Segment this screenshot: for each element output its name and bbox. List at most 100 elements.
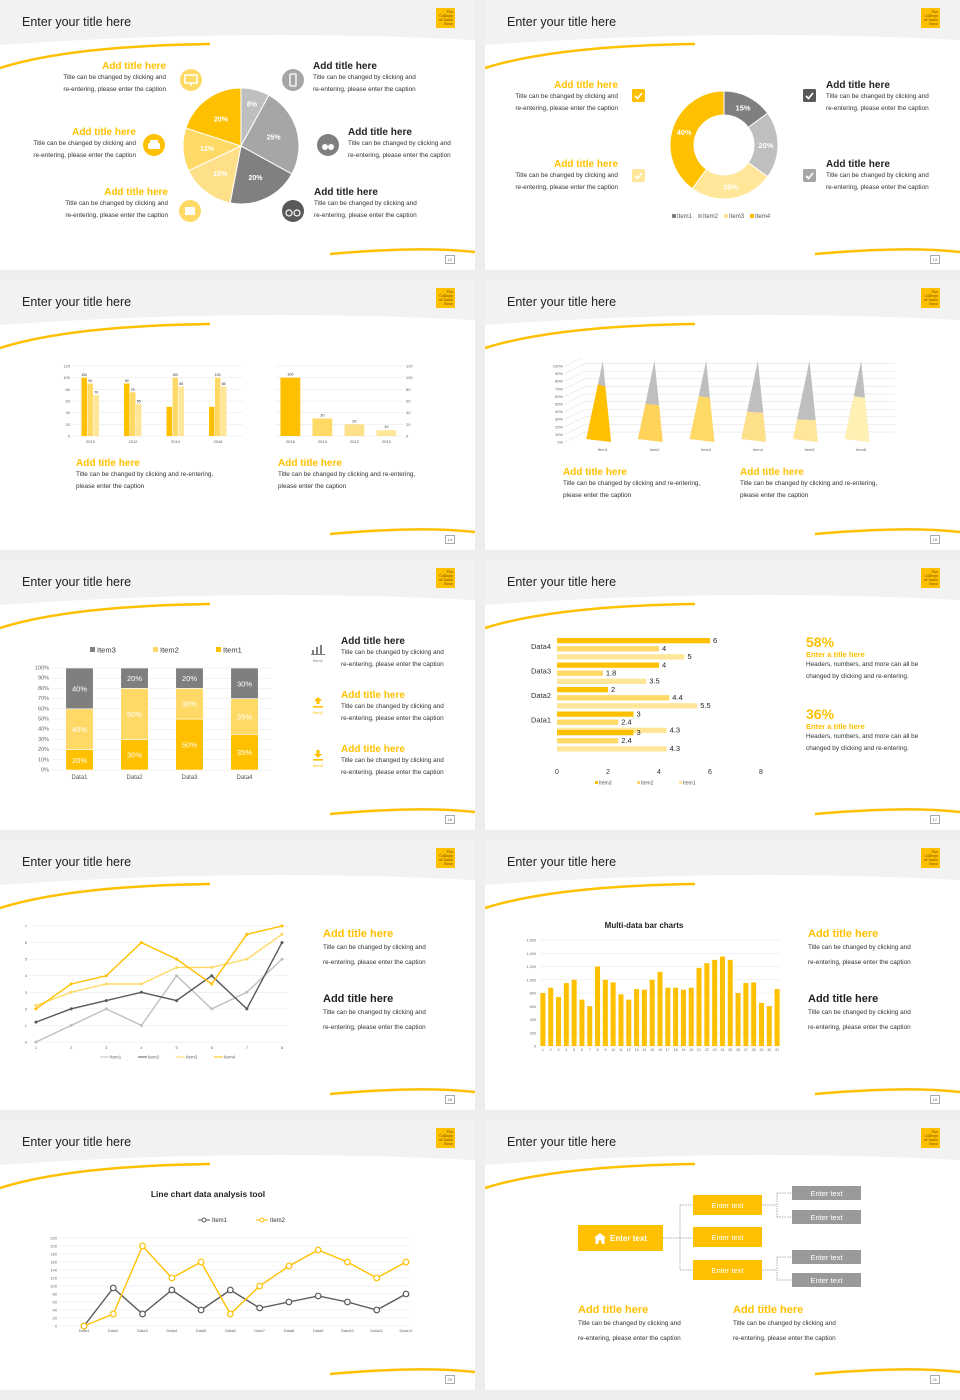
hbar-value-label: 4	[662, 661, 666, 670]
pie-slice	[229, 145, 293, 205]
text-block: Add title here Title can be changed by cl…	[65, 187, 168, 219]
college-logo: The College of Saint Rose	[921, 568, 940, 588]
legend-swatch	[90, 647, 95, 652]
bar	[657, 971, 663, 1046]
text-block: Add title here Title can be changed by cl…	[515, 80, 618, 112]
phone-icon	[282, 69, 304, 91]
y-tick-label: 50%	[555, 402, 563, 407]
x-tick-label: Data4	[166, 1328, 177, 1333]
binoculars-icon	[317, 134, 339, 156]
data-point	[175, 965, 179, 969]
segment-label: 20%	[127, 674, 142, 683]
slide-title: Enter your title here	[507, 1135, 617, 1149]
y-category-label: Data4	[531, 642, 551, 651]
series-line	[35, 925, 283, 1010]
data-point	[80, 1322, 88, 1330]
hbar	[557, 719, 619, 725]
checkbox-icon	[803, 89, 816, 102]
bar	[87, 383, 93, 436]
text-block: Add title here Title can be changed by cl…	[740, 467, 878, 499]
bar	[641, 989, 647, 1046]
stacked-bar-segment	[120, 667, 149, 689]
legend-entry: Item3	[599, 781, 612, 787]
x-tick-label: Item5	[804, 447, 815, 452]
hbar-value-label: 4.4	[672, 693, 682, 702]
pyramid-top	[597, 361, 606, 387]
tree-leaf[interactable]: Enter text	[792, 1273, 861, 1287]
tree-root[interactable]: Enter text	[578, 1225, 663, 1251]
data-point	[280, 924, 284, 928]
x-tick-label: Data1	[71, 775, 88, 781]
page-number: 13	[929, 255, 940, 264]
data-point	[245, 990, 249, 994]
data-point	[280, 932, 284, 936]
tree-connectors	[663, 1192, 792, 1281]
x-tick-label: Data8	[284, 1328, 295, 1333]
pie-slice	[185, 87, 242, 147]
data-point	[314, 1246, 322, 1254]
gridline	[564, 401, 586, 412]
data-point	[314, 1292, 322, 1300]
segment-label: 30%	[127, 751, 142, 760]
tree-node[interactable]: Enter text	[693, 1227, 762, 1247]
bar	[766, 1006, 772, 1046]
x-tick-label: 16	[658, 1048, 662, 1052]
bar-value-label: 75	[131, 388, 135, 392]
legend-entry: Item2	[160, 646, 179, 655]
x-tick-label: 2014	[318, 439, 328, 444]
data-point	[280, 957, 284, 961]
text-block: Add title here Title can be changed by cl…	[341, 636, 444, 668]
bar	[649, 979, 655, 1046]
x-tick-label: 2016	[286, 439, 296, 444]
data-point	[373, 1306, 381, 1314]
bar	[130, 392, 136, 436]
x-tick-label: 1	[35, 1045, 38, 1050]
hbar-value-label: 1.8	[606, 669, 616, 678]
slide-15: Enter your title here The College of Saint…	[485, 280, 960, 550]
stat-block: 36% Enter a title here Headers, numbers,…	[806, 706, 956, 755]
text-block: Add title here Title can be changed by cl…	[341, 744, 444, 776]
x-tick-label: 11	[619, 1048, 623, 1052]
x-tick-label: Data2	[126, 775, 143, 781]
data-point	[34, 1020, 38, 1024]
car-icon	[143, 134, 165, 156]
tree-leaf[interactable]: Enter text	[792, 1250, 861, 1264]
bar	[221, 386, 227, 436]
hbar-value-label: 2	[611, 685, 615, 694]
data-point	[245, 957, 249, 961]
legend-entry: Item2	[148, 1055, 160, 1060]
bar	[178, 386, 184, 436]
college-logo: The College of Saint Rose	[436, 848, 455, 868]
data-point	[210, 1007, 214, 1011]
x-tick-label: 10	[611, 1048, 615, 1052]
tree-leaf[interactable]: Enter text	[792, 1210, 861, 1224]
data-point	[168, 1286, 176, 1294]
college-logo: The College of Saint Rose	[921, 848, 940, 868]
data-point	[280, 941, 284, 945]
bar	[124, 383, 130, 436]
gridline	[564, 386, 586, 397]
legend-entry: Item2	[270, 1218, 286, 1224]
tree-leaf[interactable]: Enter text	[792, 1186, 861, 1200]
y-tick-label: 60%	[555, 394, 563, 399]
stacked-bar-segment	[230, 734, 259, 771]
y-tick-label: 10%	[38, 757, 49, 763]
text-block: Add title here Title can be changed by cl…	[323, 993, 426, 1031]
data-point	[109, 1284, 117, 1292]
college-logo: The College of Saint Rose	[921, 1128, 940, 1148]
bar-value-label: 85	[222, 382, 226, 386]
bar-value-label: 90	[88, 379, 92, 383]
tree-node[interactable]: Enter text	[693, 1260, 762, 1280]
pie-slice-label: 12%	[200, 146, 215, 153]
slide-title: Enter your title here	[22, 575, 132, 589]
bar	[172, 377, 178, 436]
pyramid-top	[797, 361, 816, 421]
data-point	[175, 999, 179, 1003]
tree-node[interactable]: Enter text	[693, 1195, 762, 1215]
page-number: 17	[929, 815, 940, 824]
book-icon	[179, 200, 201, 222]
data-point	[402, 1258, 410, 1266]
slide-13: Enter your title here The College of Saint…	[485, 0, 960, 270]
data-point	[285, 1298, 293, 1306]
slide-title: Enter your title here	[507, 855, 617, 869]
